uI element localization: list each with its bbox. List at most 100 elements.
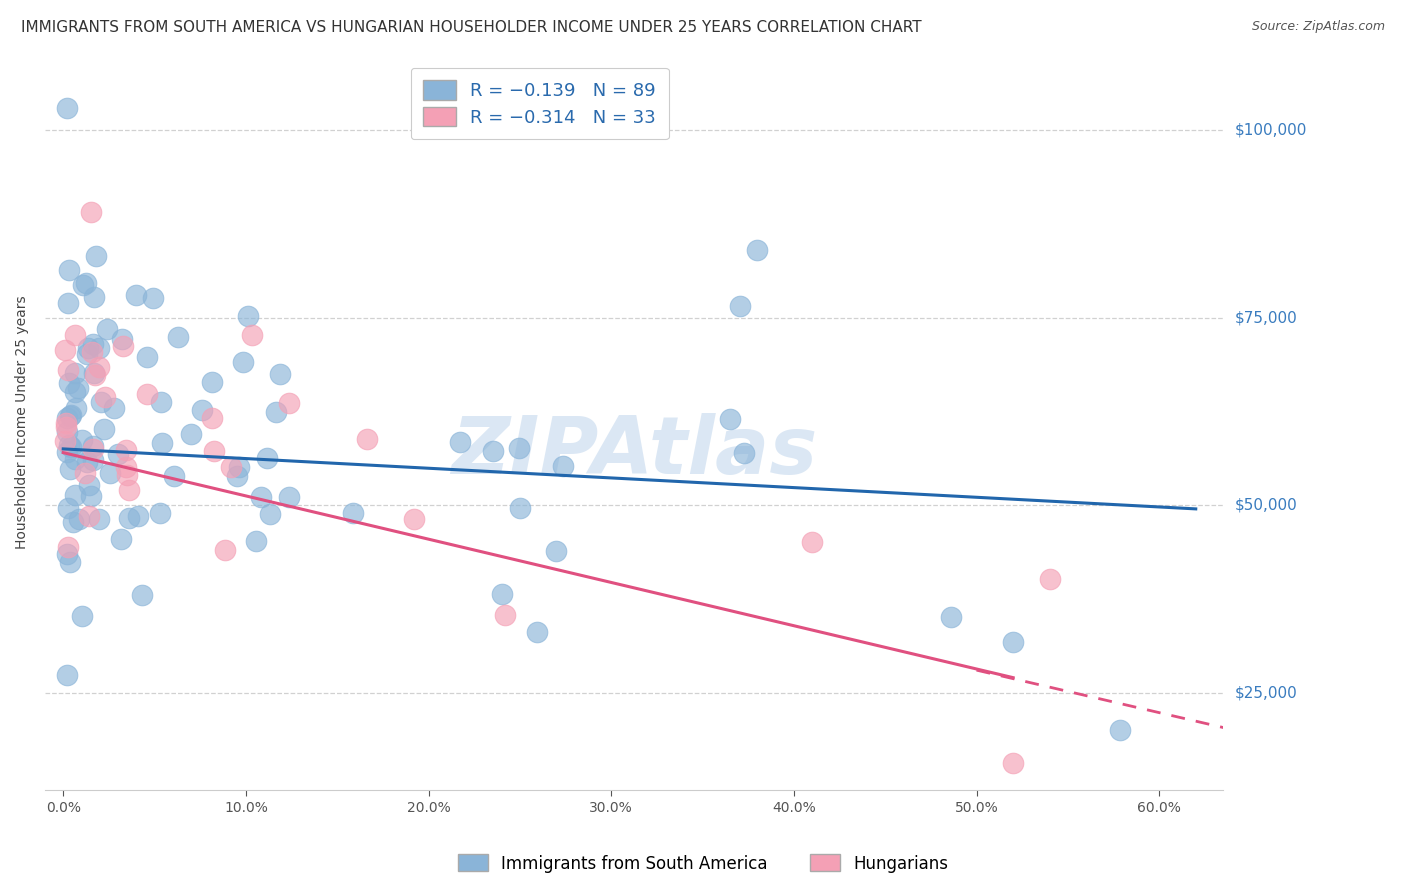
Point bbox=[226, 469, 249, 483]
Point bbox=[63, 328, 86, 343]
Point bbox=[59, 555, 82, 569]
Point bbox=[84, 368, 107, 382]
Text: ZIPAtlas: ZIPAtlas bbox=[451, 413, 817, 491]
Point bbox=[77, 477, 100, 491]
Point bbox=[508, 442, 530, 456]
Point bbox=[266, 405, 288, 419]
Point bbox=[56, 101, 79, 115]
Point bbox=[96, 322, 118, 336]
Point bbox=[56, 363, 79, 377]
Point bbox=[93, 390, 115, 404]
Point bbox=[277, 396, 299, 410]
Point bbox=[63, 487, 86, 501]
Text: $25,000: $25,000 bbox=[1234, 685, 1296, 700]
Point bbox=[482, 444, 505, 458]
Point bbox=[733, 446, 755, 460]
Point bbox=[135, 350, 157, 364]
Point bbox=[118, 483, 141, 497]
Point bbox=[107, 448, 129, 462]
Point bbox=[546, 544, 568, 558]
Point bbox=[1001, 634, 1024, 648]
Point bbox=[82, 453, 104, 467]
Text: Source: ZipAtlas.com: Source: ZipAtlas.com bbox=[1251, 20, 1385, 33]
Point bbox=[190, 403, 212, 417]
Point bbox=[59, 409, 82, 424]
Point bbox=[115, 468, 138, 483]
Point bbox=[125, 288, 148, 302]
Point bbox=[269, 368, 291, 382]
Point bbox=[718, 412, 741, 426]
Legend: Immigrants from South America, Hungarians: Immigrants from South America, Hungarian… bbox=[451, 847, 955, 880]
Point bbox=[75, 276, 97, 290]
Point bbox=[115, 442, 138, 457]
Point bbox=[72, 278, 94, 293]
Point bbox=[278, 490, 301, 504]
Point bbox=[356, 432, 378, 446]
Point bbox=[228, 459, 250, 474]
Point bbox=[59, 461, 82, 475]
Point bbox=[55, 420, 77, 434]
Point bbox=[801, 535, 824, 549]
Point bbox=[67, 380, 90, 394]
Y-axis label: Householder Income Under 25 years: Householder Income Under 25 years bbox=[15, 296, 30, 549]
Point bbox=[73, 467, 96, 481]
Point bbox=[77, 509, 100, 524]
Point bbox=[200, 376, 222, 390]
Point bbox=[72, 609, 94, 624]
Point bbox=[236, 309, 259, 323]
Point bbox=[150, 435, 173, 450]
Text: $75,000: $75,000 bbox=[1234, 310, 1296, 326]
Point bbox=[76, 455, 98, 469]
Point bbox=[56, 410, 79, 425]
Point bbox=[62, 515, 84, 529]
Point bbox=[1002, 756, 1025, 770]
Point bbox=[58, 438, 80, 452]
Point bbox=[150, 394, 173, 409]
Point bbox=[526, 624, 548, 639]
Point bbox=[63, 367, 86, 381]
Point bbox=[67, 512, 90, 526]
Point bbox=[250, 490, 273, 504]
Point bbox=[728, 300, 751, 314]
Point bbox=[131, 587, 153, 601]
Point bbox=[491, 587, 513, 601]
Point bbox=[1108, 723, 1130, 738]
Point bbox=[58, 376, 80, 391]
Point bbox=[70, 433, 93, 447]
Point bbox=[87, 512, 110, 526]
Point bbox=[53, 434, 76, 448]
Point bbox=[342, 506, 364, 520]
Point bbox=[53, 343, 76, 357]
Point bbox=[135, 387, 157, 401]
Text: $100,000: $100,000 bbox=[1234, 122, 1306, 137]
Point bbox=[214, 542, 236, 557]
Point bbox=[127, 509, 149, 524]
Point bbox=[551, 459, 574, 474]
Legend: R = −0.139   N = 89, R = −0.314   N = 33: R = −0.139 N = 89, R = −0.314 N = 33 bbox=[411, 68, 669, 139]
Point bbox=[747, 243, 769, 257]
Point bbox=[201, 410, 224, 425]
Point bbox=[202, 444, 225, 458]
Point bbox=[82, 344, 104, 359]
Point bbox=[83, 290, 105, 304]
Point bbox=[93, 422, 115, 436]
Point bbox=[163, 469, 186, 483]
Point bbox=[111, 332, 134, 346]
Point bbox=[449, 435, 471, 450]
Point bbox=[56, 500, 79, 515]
Point bbox=[111, 339, 134, 353]
Point bbox=[87, 360, 110, 375]
Point bbox=[56, 547, 79, 561]
Point bbox=[103, 401, 125, 416]
Text: IMMIGRANTS FROM SOUTH AMERICA VS HUNGARIAN HOUSEHOLDER INCOME UNDER 25 YEARS COR: IMMIGRANTS FROM SOUTH AMERICA VS HUNGARI… bbox=[21, 20, 922, 35]
Point bbox=[86, 249, 108, 263]
Point bbox=[509, 500, 531, 515]
Point bbox=[494, 607, 516, 622]
Point bbox=[82, 442, 104, 457]
Point bbox=[59, 440, 82, 454]
Text: $50,000: $50,000 bbox=[1234, 498, 1296, 513]
Point bbox=[56, 541, 79, 555]
Point bbox=[221, 460, 243, 475]
Point bbox=[240, 328, 263, 343]
Point bbox=[110, 532, 132, 546]
